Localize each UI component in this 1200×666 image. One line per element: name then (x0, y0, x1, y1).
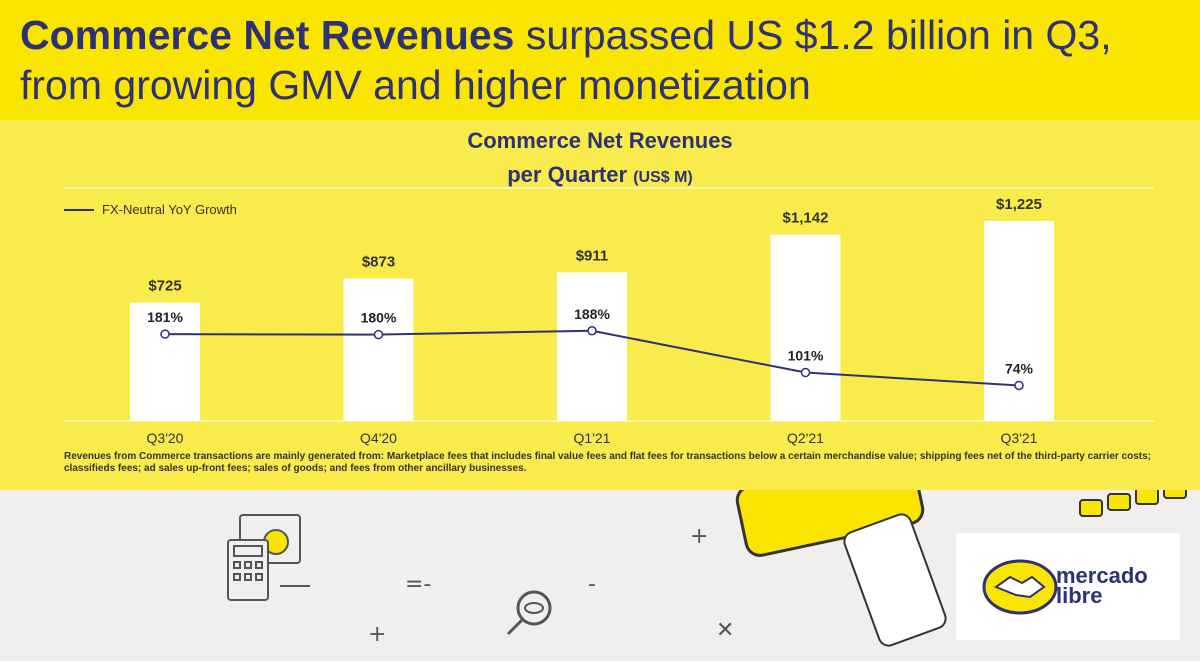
bar (984, 221, 1054, 421)
calculator-icon (227, 514, 310, 601)
headline-bold: Commerce Net Revenues (20, 12, 515, 58)
bar-value-label: $873 (362, 253, 395, 270)
legend-line-swatch (64, 208, 94, 211)
phone-illustration (735, 453, 947, 647)
growth-label: 180% (361, 310, 397, 326)
bar-value-label: $725 (148, 278, 181, 295)
legend-label: FX-Neutral YoY Growth (102, 202, 237, 217)
plus-icon: + (690, 524, 709, 549)
keyboard-illustration (1079, 481, 1187, 517)
minus-icon: - (588, 572, 596, 597)
headline-rest: surpassed US $1.2 billion in Q3, from gr… (20, 12, 1112, 108)
x-tick-label: Q3'20 (147, 430, 184, 446)
chart-title-line1: Commerce Net Revenues (467, 128, 733, 153)
bar-value-label: $1,225 (996, 196, 1042, 213)
growth-label: 74% (1005, 360, 1034, 376)
bar (770, 234, 841, 421)
growth-label: 188% (574, 306, 610, 322)
chart-title: Commerce Net Revenues per Quarter (US$ M… (0, 124, 1200, 195)
header-banner: Commerce Net Revenues surpassed US $1.2 … (0, 0, 1200, 120)
growth-point (800, 367, 811, 378)
logo-line2: libre (1056, 583, 1103, 608)
bar (343, 278, 414, 421)
legend: FX-Neutral YoY Growth (64, 202, 237, 217)
decorative-illustration-area (0, 453, 1200, 661)
growth-point (373, 329, 384, 340)
growth-point (160, 329, 170, 339)
bar-value-label: $911 (576, 247, 609, 264)
headline: Commerce Net Revenues surpassed US $1.2 … (20, 10, 1190, 110)
bar (557, 272, 627, 421)
growth-label: 101% (788, 348, 824, 364)
growth-point (1014, 380, 1024, 391)
logo-box (956, 533, 1180, 640)
bar-value-label: $1,142 (783, 210, 829, 227)
growth-label: 181% (147, 309, 183, 325)
chart-title-unit: (US$ M) (633, 169, 693, 186)
chart-title-line2: per Quarter (US$ M) (0, 158, 1200, 195)
magnifier-eye-icon (506, 590, 552, 636)
dash-icon: =- (405, 572, 432, 597)
x-tick-label: Q3'21 (1001, 430, 1038, 446)
logo-wordmark: mercado libre (1056, 563, 1148, 608)
x-tick-label: Q2'21 (787, 430, 824, 446)
sparkle-icon: ✕ (716, 618, 735, 643)
bar (130, 302, 200, 421)
x-tick-label: Q4'20 (360, 430, 397, 446)
handshake-logo-icon (982, 559, 1058, 615)
logo-line1: mercado (1056, 563, 1148, 588)
x-tick-label: Q1'21 (574, 430, 611, 446)
plus-icon: + (368, 622, 387, 647)
footnote: Revenues from Commerce transactions are … (64, 451, 1152, 474)
growth-point (587, 326, 597, 336)
chart-title-period: per Quarter (507, 162, 628, 187)
